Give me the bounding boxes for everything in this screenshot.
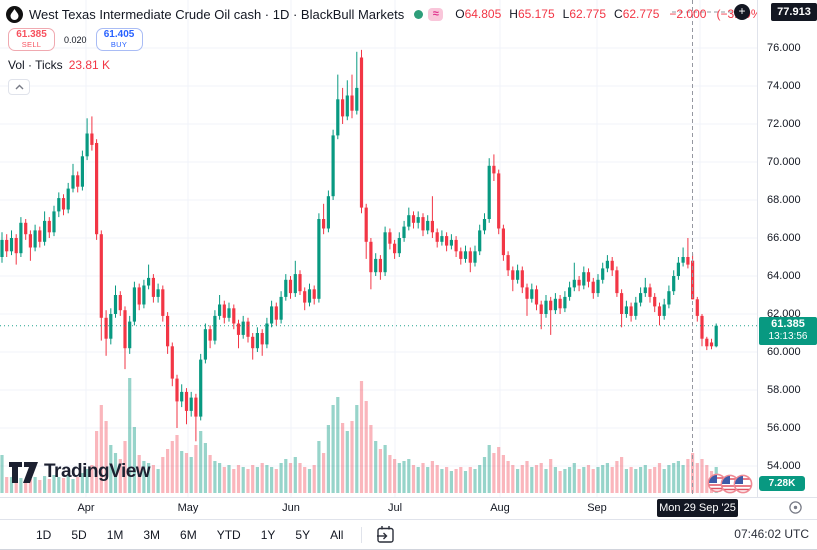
range-button-1m[interactable]: 1M (106, 527, 124, 542)
watermark-text: TradingView (44, 461, 151, 482)
volume-indicator-legend: Vol · Ticks 23.81 K (8, 58, 110, 72)
crosshair-date-label: Mon 29 Sep '25 (657, 499, 738, 517)
oil-drop-icon (6, 5, 23, 23)
symbol-title[interactable]: West Texas Intermediate Crude Oil cash ·… (29, 6, 405, 22)
price-tick-label: 70.000 (767, 155, 801, 168)
tradingview-watermark[interactable]: TradingView (9, 461, 151, 483)
range-button-3m[interactable]: 3M (143, 527, 161, 542)
bottom-toolbar: 1D 5D 1M 3M 6M YTD 1Y 5Y All 07:46:02 UTC (0, 519, 817, 549)
ohlc-value: 62.775 (622, 7, 660, 21)
bar-countdown: 13:13:56 (768, 330, 808, 342)
range-button-1d[interactable]: 1D (36, 527, 52, 542)
collapse-legend-button[interactable] (8, 79, 30, 95)
ohlc-label: C (614, 7, 623, 21)
price-tick-label: 56.000 (767, 421, 801, 434)
month-tick-label: Sep (587, 502, 607, 514)
range-button-ytd[interactable]: YTD (216, 527, 241, 542)
price-axis[interactable]: 76.000 74.000 72.000 70.000 68.000 66.000 64.0… (734, 0, 817, 497)
broker-waves-icon[interactable]: ≈ (428, 7, 444, 21)
add-alert-plus-icon[interactable]: + (734, 4, 750, 20)
range-button-1y[interactable]: 1Y (260, 527, 276, 542)
price-tick-label: 54.000 (767, 459, 801, 472)
sell-price: 61.385 (16, 29, 47, 41)
price-tick-label: 66.000 (767, 231, 801, 244)
chart-region: TradingView West Texas Intermediate Crud… (0, 0, 765, 497)
price-tick-label: 76.000 (767, 41, 801, 54)
month-tick-label: Apr (77, 502, 95, 514)
change-value: −2.000 (669, 7, 707, 21)
month-tick-label: Jul (387, 502, 403, 514)
volume-indicator-value: 23.81 K (68, 58, 111, 72)
last-price-label: 61.385 13:13:56 (759, 316, 817, 345)
month-tick-label: Jun (282, 502, 300, 514)
price-tick-label: 60.000 (767, 345, 801, 358)
month-tick-label: May (177, 502, 199, 514)
range-button-all[interactable]: All (330, 527, 344, 542)
tradingview-logo-icon (9, 461, 38, 483)
spread-value: 0.020 (64, 34, 87, 45)
range-button-6m[interactable]: 6M (180, 527, 197, 542)
axis-settings-icon[interactable] (788, 500, 803, 520)
ohlc-legend: O64.805 H65.175 L62.775 C62.775 −2.000 (… (455, 7, 765, 21)
date-range-buttons: 1D 5D 1M 3M 6M YTD 1Y 5Y All (36, 528, 343, 542)
buy-label: BUY (110, 40, 128, 50)
go-to-date-button[interactable] (376, 525, 395, 544)
market-status-dot-icon (414, 9, 424, 19)
price-tick-label: 74.000 (767, 79, 801, 92)
ohlc-value: 62.775 (569, 7, 607, 21)
price-tick-label: 68.000 (767, 193, 801, 206)
buy-button[interactable]: 61.405 BUY (95, 28, 143, 51)
clock-utc[interactable]: 07:46:02 UTC (734, 527, 809, 541)
ohlc-value: 65.175 (517, 7, 555, 21)
price-tick-label: 64.000 (767, 269, 801, 282)
ohlc-label: O (455, 7, 465, 21)
price-tick-label: 62.000 (767, 307, 801, 320)
price-tick-label: 72.000 (767, 117, 801, 130)
chevron-up-icon (15, 84, 23, 90)
economic-event-flag-icon (733, 474, 753, 494)
last-price-value: 61.385 (771, 317, 805, 330)
ohlc-label: H (509, 7, 518, 21)
month-tick-label: Aug (490, 502, 510, 514)
ohlc-label: L (562, 7, 570, 21)
candlestick-chart[interactable] (0, 0, 757, 497)
range-button-5d[interactable]: 5D (71, 527, 87, 542)
sell-button[interactable]: 61.385 SELL (8, 28, 55, 51)
calendar-arrow-icon (377, 526, 395, 543)
ohlc-value: 64.805 (464, 7, 502, 21)
cursor-price-label: 77.913 (771, 3, 817, 21)
buy-price: 61.405 (103, 29, 135, 41)
sell-label: SELL (21, 40, 42, 50)
volume-indicator-label[interactable]: Vol · Ticks (8, 58, 63, 72)
price-tick-label: 58.000 (767, 383, 801, 396)
trade-widget: 61.385 SELL 0.020 61.405 BUY (8, 28, 143, 51)
current-volume-label: 7.28K (759, 476, 805, 491)
symbol-legend: West Texas Intermediate Crude Oil cash ·… (6, 4, 765, 24)
time-axis[interactable]: Apr May Jun Jul Aug Sep Mon 29 Sep '25 (0, 497, 817, 519)
toolbar-divider (361, 526, 363, 543)
range-button-5y[interactable]: 5Y (295, 527, 311, 542)
